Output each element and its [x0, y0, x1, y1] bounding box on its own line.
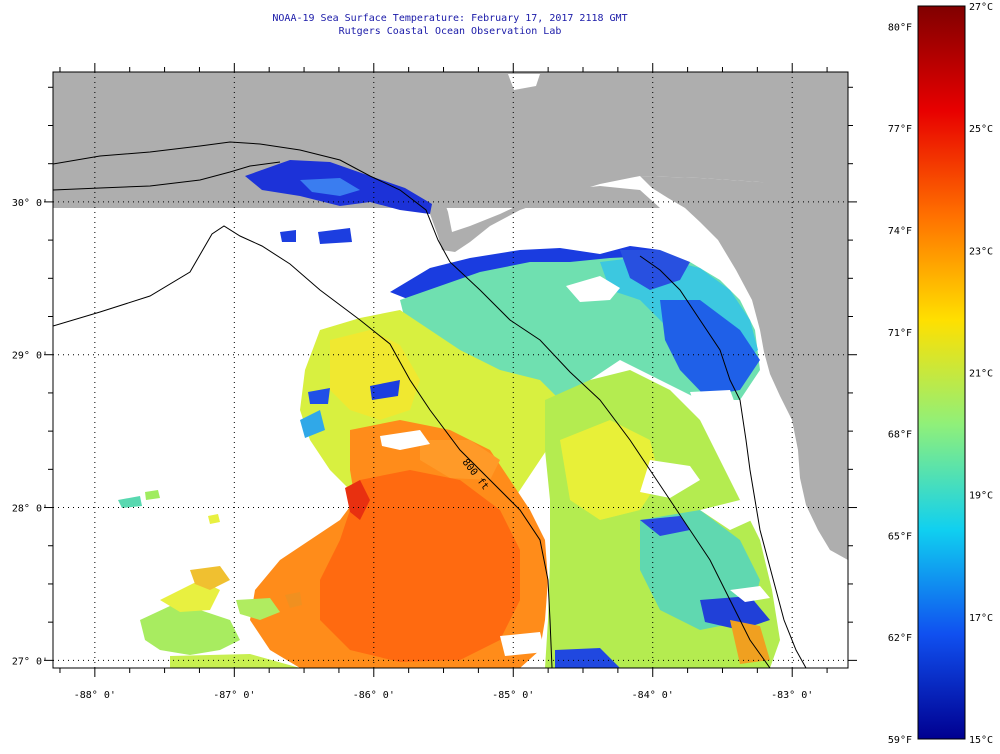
celsius-label: 21°C — [969, 369, 993, 380]
depth-contour-shelf — [53, 141, 771, 668]
land-northwest — [53, 72, 100, 165]
land-panhandle — [53, 72, 848, 252]
coast-outline-florida — [639, 255, 807, 668]
fahrenheit-label: 71°F — [888, 328, 912, 339]
colorbar-labels: 27°C 25°C 23°C 21°C 19°C 17°C 15°C 80°F 77°F 74°F… — [888, 2, 993, 746]
fahrenheit-label: 80°F — [888, 22, 912, 33]
axis-labels: -88° 0' -87° 0' -86° 0' -85° 0' -84° 0' -83° … — [12, 198, 813, 701]
lon-tick-label: -85° 0' — [492, 690, 534, 701]
celsius-label: 27°C — [969, 2, 993, 13]
depth-contour-100m — [53, 225, 553, 668]
land-florida-peninsula — [640, 176, 848, 560]
lat-tick-label: 28° 0' — [12, 504, 48, 515]
lon-tick-label: -87° 0' — [213, 690, 255, 701]
lat-tick-label: 27° 0' — [12, 656, 48, 667]
sst-imagery — [118, 160, 780, 668]
lon-tick-label: -86° 0' — [353, 690, 395, 701]
depth-contour-coastal — [53, 161, 281, 191]
lon-tick-label: -83° 0' — [771, 690, 813, 701]
lat-tick-label: 30° 0' — [12, 198, 48, 209]
lon-tick-label: -88° 0' — [74, 690, 116, 701]
celsius-label: 15°C — [969, 735, 993, 746]
colorbar — [917, 5, 966, 740]
map-title: NOAA-19 Sea Surface Temperature: Februar… — [272, 13, 628, 24]
fahrenheit-label: 74°F — [888, 226, 912, 237]
celsius-label: 19°C — [969, 491, 993, 502]
celsius-label: 23°C — [969, 246, 993, 257]
lon-tick-label: -84° 0' — [632, 690, 674, 701]
map-frame — [52, 71, 849, 669]
fahrenheit-label: 77°F — [888, 124, 912, 135]
map-subtitle: Rutgers Coastal Ocean Observation Lab — [338, 26, 562, 37]
fahrenheit-label: 68°F — [888, 430, 912, 441]
lat-tick-label: 29° 0' — [12, 351, 48, 362]
fahrenheit-label: 62°F — [888, 633, 912, 644]
frame-ticks — [44, 63, 857, 677]
celsius-label: 17°C — [969, 613, 993, 624]
fahrenheit-label: 65°F — [888, 531, 912, 542]
celsius-label: 25°C — [969, 124, 993, 135]
map-area: 800 ft — [53, 72, 848, 668]
fahrenheit-label: 59°F — [888, 735, 912, 746]
